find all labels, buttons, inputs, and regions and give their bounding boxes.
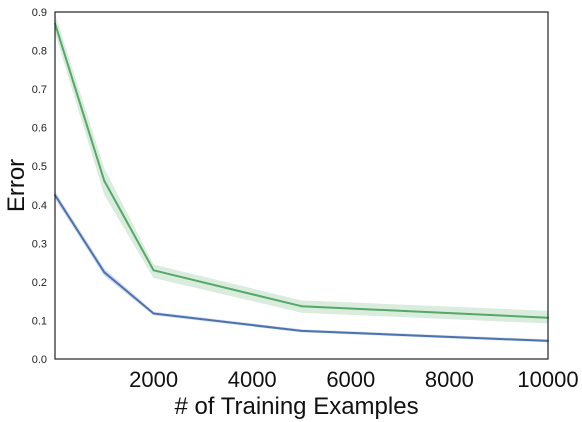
x-tick-labels: 2000 4000 6000 8000 10000: [129, 367, 578, 392]
y-tick-label: 0.1: [32, 315, 47, 327]
x-axis-label: # of Training Examples: [174, 393, 418, 420]
y-tick-label: 0.2: [32, 277, 47, 289]
series-1-point: [103, 271, 106, 274]
series-2-point: [300, 305, 303, 308]
y-tick-label: 0.5: [32, 161, 47, 173]
y-axis-label: Error: [3, 159, 30, 212]
series-1-point: [300, 329, 303, 332]
series-2-line: [54, 23, 549, 319]
y-tick-label: 0.6: [32, 123, 47, 135]
y-tick-label: 0.4: [32, 200, 47, 212]
series-2-confidence-band: [55, 13, 548, 324]
x-tick-label: 2000: [129, 367, 178, 392]
series-1-point: [152, 312, 155, 315]
x-tick-label: 8000: [425, 367, 474, 392]
plot-frame: [54, 11, 549, 360]
y-tick-labels: 0.0 0.1 0.2 0.3 0.4 0.5 0.6 0.7 0.8 0.9: [32, 7, 47, 366]
x-tick-label: 6000: [326, 367, 375, 392]
y-tick-label: 0.0: [32, 354, 47, 366]
x-tick-label: 10000: [517, 367, 578, 392]
y-tick-label: 0.8: [32, 46, 47, 58]
y-tick-label: 0.9: [32, 7, 47, 19]
series-2-point: [103, 179, 106, 182]
y-tick-label: 0.7: [32, 84, 47, 96]
x-tick-label: 4000: [228, 367, 277, 392]
y-tick-label: 0.3: [32, 238, 47, 250]
series-2-point: [152, 269, 155, 272]
